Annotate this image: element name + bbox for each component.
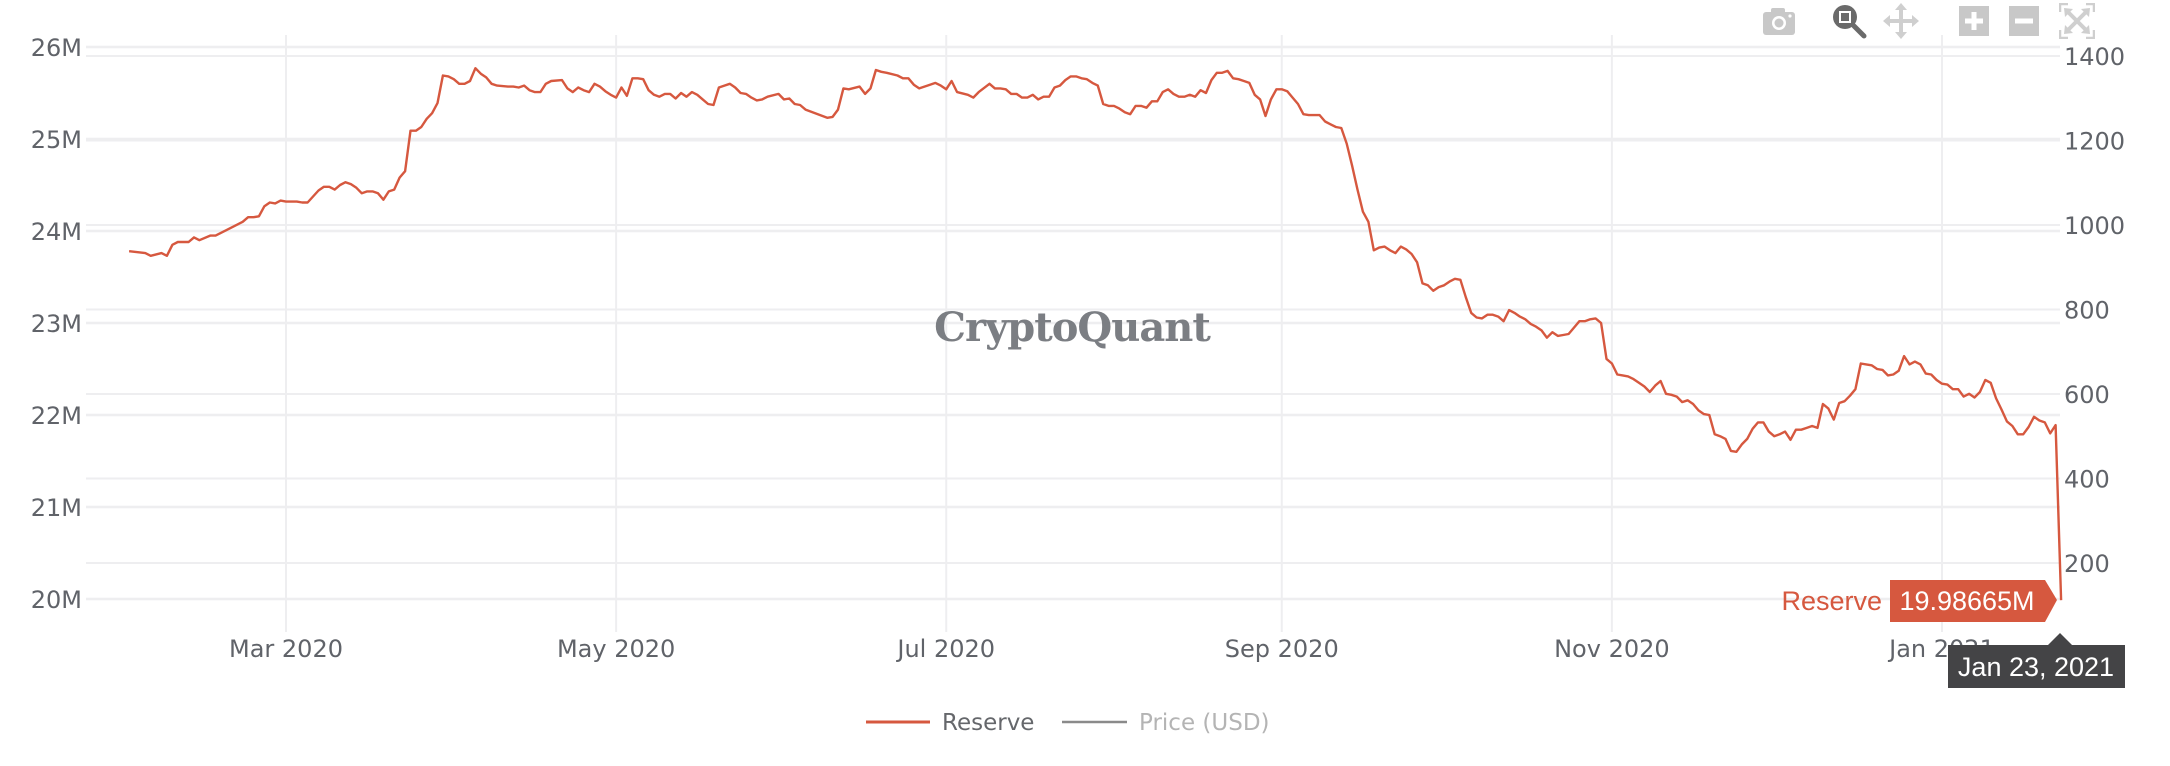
y-tick-left: 25M <box>31 126 82 154</box>
y-tick-left: 24M <box>31 218 82 246</box>
legend: Reserve Price (USD) <box>866 710 1270 736</box>
pan-button[interactable] <box>1883 3 1919 39</box>
y-tick-right: 800 <box>2064 297 2110 325</box>
hover-value: 19.98665M <box>1899 586 2034 616</box>
hover-tooltip: Reserve 19.98665M Jan 23, 2021 <box>1781 580 2125 688</box>
y-tick-right: 1000 <box>2064 212 2125 240</box>
y-tick-left: 21M <box>31 494 82 522</box>
reserve-line[interactable] <box>128 67 2063 601</box>
zoom-icon <box>1833 5 1867 39</box>
legend-item-price[interactable]: Price (USD) <box>1062 710 1270 736</box>
hover-date: Jan 23, 2021 <box>1958 652 2114 682</box>
hover-value-box <box>1890 580 2057 622</box>
y-tick-right: 600 <box>2064 381 2110 409</box>
y-axis-right: 200 400 600 800 1000 1200 1400 <box>2064 43 2125 578</box>
y-axis-left: 20M 21M 22M 23M 24M 25M 26M <box>31 34 82 614</box>
zoom-out-button[interactable] <box>2006 3 2042 39</box>
zoom-out-icon <box>2009 6 2039 36</box>
y-tick-right: 1400 <box>2064 43 2125 71</box>
y-tick-left: 23M <box>31 310 82 338</box>
hover-date-box <box>1948 633 2125 688</box>
x-tick: Sep 2020 <box>1225 635 1339 663</box>
modebar <box>1755 0 2095 42</box>
y-tick-left: 20M <box>31 586 82 614</box>
zoom-button[interactable] <box>1831 3 1867 39</box>
x-tick: Jul 2020 <box>895 635 995 663</box>
autoscale-icon <box>2059 3 2095 39</box>
x-tick: Nov 2020 <box>1554 635 1670 663</box>
y-tick-right: 1200 <box>2064 128 2125 156</box>
gridlines <box>86 35 2060 632</box>
y-tick-left: 22M <box>31 402 82 430</box>
legend-label-price: Price (USD) <box>1139 710 1270 736</box>
camera-icon <box>1763 8 1795 35</box>
autoscale-button[interactable] <box>2059 3 2095 39</box>
y-tick-right: 200 <box>2064 550 2110 578</box>
hover-series-name: Reserve <box>1781 586 1882 616</box>
zoom-in-button[interactable] <box>1956 3 1992 39</box>
pan-icon <box>1883 3 1919 39</box>
x-tick: May 2020 <box>557 635 675 663</box>
camera-button[interactable] <box>1761 3 1797 39</box>
cryptoquant-watermark: CryptoQuant <box>934 304 1211 351</box>
y-tick-right: 400 <box>2064 466 2110 494</box>
y-tick-left: 26M <box>31 34 82 62</box>
x-tick: Mar 2020 <box>229 635 343 663</box>
legend-item-reserve[interactable]: Reserve <box>866 710 1034 736</box>
legend-label-reserve: Reserve <box>942 710 1034 736</box>
zoom-in-icon <box>1959 6 1989 36</box>
